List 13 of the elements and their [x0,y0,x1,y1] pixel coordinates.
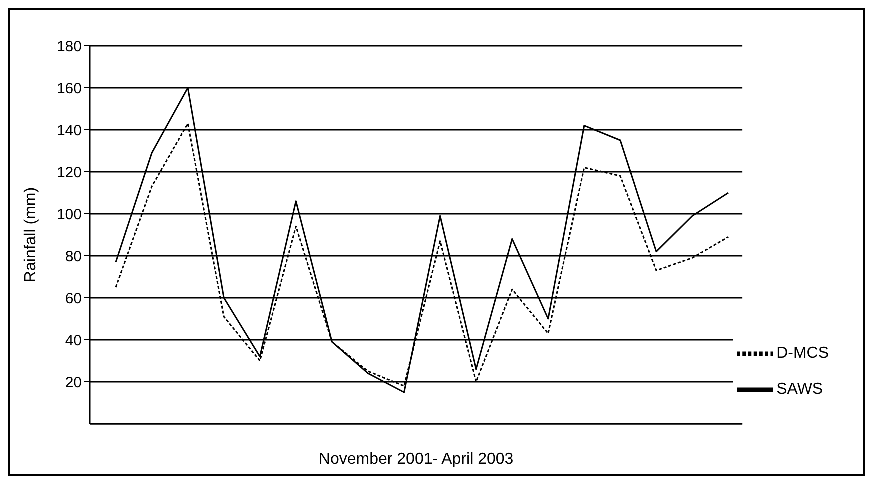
y-tick-label: 100 [56,206,82,224]
y-tick-label: 160 [56,80,82,98]
y-tick-label: 60 [65,290,82,308]
y-tick-label: 140 [56,122,82,140]
y-tick-label: 20 [65,374,82,392]
x-axis-title: November 2001- April 2003 [318,451,514,468]
legend-label: D-MCS [776,345,829,362]
y-tick-label: 180 [56,38,82,56]
y-tick-label: 120 [56,164,82,182]
y-tick-label: 40 [65,332,82,350]
y-tick-label: 80 [65,248,82,266]
y-axis-title: Rainfall (mm) [22,187,40,283]
legend-label: SAWS [776,381,824,398]
